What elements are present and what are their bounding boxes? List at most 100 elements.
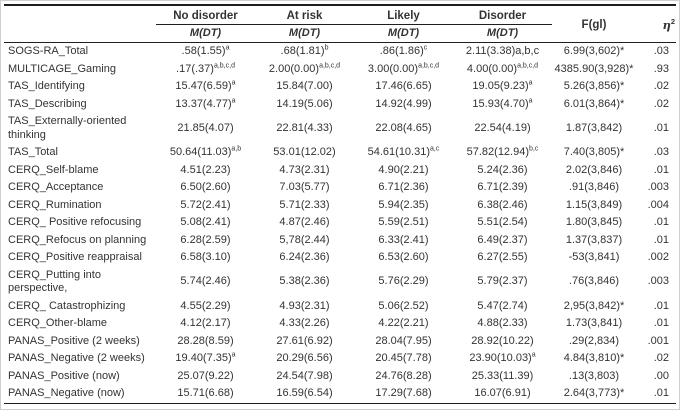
group-mean-cell: 54.61(10.31)a,c	[367, 145, 440, 158]
group-mean-cell: 28.28(8.59)	[177, 334, 234, 347]
group-mean-cell: 20.29(6.56)	[276, 352, 333, 364]
table-row: TAS_Identifying 15.47(6.59)a 15.84(7.00) 17…	[4, 78, 676, 96]
row-label: TAS_Total	[8, 146, 58, 158]
col-header-disorder: Disorder	[453, 5, 552, 25]
group-mean-cell: 23.90(10.03)a	[469, 351, 536, 364]
group-mean-cell: 7.03(5.77)	[279, 181, 330, 193]
table-row: PANAS_Positive (now) 25.07(9.22) 24.54(7.9…	[4, 368, 676, 386]
eta-squared-cell: .001	[647, 334, 669, 347]
group-mean-cell: 4.51(2.23)	[180, 163, 231, 176]
group-mean-cell: 16.59(6.54)	[255, 385, 354, 404]
group-mean-cell: .58(1.55)a	[181, 44, 230, 57]
subheader-m-dt-2: M(DT)	[255, 24, 354, 43]
group-mean-cell: 16.07(6.91)	[453, 385, 552, 404]
row-label: PANAS_Positive (now)	[8, 369, 120, 382]
table-row: CERQ_Self-blame 4.51(2.23) 4.73(2.31) 4.90(…	[4, 162, 676, 180]
table-header: No disorder At risk Likely Disorder F(gl…	[4, 5, 676, 43]
group-mean-cell: 13.37(4.77)a	[175, 96, 236, 110]
col-header-at-risk: At risk	[255, 5, 354, 25]
group-mean-cell: 24.54(7.98)	[276, 369, 333, 382]
eta-squared-cell: .00	[653, 369, 669, 382]
f-statistic-cell: 2,95(3,842)*	[563, 299, 625, 312]
group-mean-cell: 3.00(0.00)a,b,c,d	[367, 61, 440, 75]
group-mean-cell: 15.47(6.59)a	[175, 79, 236, 92]
f-statistic-cell: 1.80(3,845)	[565, 216, 623, 228]
f-statistic-cell: 7.40(3,805)*	[563, 146, 625, 158]
group-mean-cell: 57.82(12.94)b,c	[466, 145, 539, 158]
group-mean-cell: 5.47(2.74)	[477, 299, 528, 312]
group-mean-cell: 5.76(2.29)	[378, 275, 429, 288]
eta-squared-cell: .02	[653, 80, 669, 92]
table-body: SOGS-RA_Total .58(1.55)a .68(1.81)b .86(1.8…	[4, 43, 676, 404]
group-mean-cell: 28.04(7.95)	[375, 334, 432, 347]
empty-header-cell	[4, 5, 156, 25]
group-mean-cell: 15.71(6.68)	[156, 385, 255, 404]
f-statistic-cell: 1.73(3,841)	[565, 317, 623, 329]
row-label: TAS_Externally-oriented thinking	[8, 115, 127, 141]
row-label: CERQ_Putting into perspective,	[8, 268, 101, 295]
group-mean-cell: 4.73(2.31)	[279, 163, 330, 176]
eta-squared-cell: .02	[653, 97, 669, 110]
group-mean-cell: 6.53(2.60)	[378, 251, 429, 263]
table-row: CERQ_Other-blame 4.12(2.17) 4.33(2.26) 4.22…	[4, 315, 676, 333]
row-label: CERQ_Other-blame	[8, 317, 108, 329]
subheader-m-dt-3: M(DT)	[354, 24, 453, 43]
group-mean-cell: 17.46(6.65)	[375, 80, 432, 92]
f-statistic-cell: -53(3,841)	[568, 251, 620, 263]
subheader-row: M(DT) M(DT) M(DT) M(DT)	[4, 24, 676, 43]
row-label: SOGS-RA_Total	[8, 45, 89, 57]
row-label: CERQ_Refocus on planning	[8, 233, 147, 246]
table-row: CERQ_Rumination 5.72(2.41) 5.71(2.33) 5.94(…	[4, 197, 676, 215]
eta-squared-cell: .01	[653, 299, 669, 312]
f-statistic-cell: 6.99(3,602)*	[563, 45, 625, 57]
row-label: PANAS_Negative (now)	[4, 385, 156, 404]
group-mean-cell: 5.72(2.41)	[180, 198, 231, 211]
group-mean-cell: 5.38(2.36)	[279, 275, 330, 288]
table-row: TAS_Externally-oriented thinking 21.85(4.…	[4, 113, 676, 144]
group-mean-cell: 5.79(2.37)	[477, 275, 528, 288]
group-mean-cell: 5.71(2.33)	[279, 198, 330, 211]
group-mean-cell: 6.50(2.60)	[180, 181, 231, 193]
table-row: CERQ_Positive reappraisal 6.58(3.10) 6.24(…	[4, 249, 676, 267]
eta-squared-cell: .01	[653, 317, 669, 329]
row-label: PANAS_Negative (2 weeks)	[8, 352, 145, 364]
table-row: MULTICAGE_Gaming .17(.37)a,b,c,d 2.00(0.00…	[4, 61, 676, 79]
subheader-m-dt-1: M(DT)	[156, 24, 255, 43]
col-header-f-statistic: F(gl)	[552, 5, 636, 43]
col-header-no-disorder: No disorder	[156, 5, 255, 25]
row-label: CERQ_Self-blame	[8, 163, 99, 176]
f-statistic-cell: 4385.90(3,928)*	[554, 62, 634, 75]
group-mean-cell: 5.24(2.36)	[477, 163, 528, 176]
group-mean-cell: 25.07(9.22)	[177, 369, 234, 382]
f-statistic-cell: 1.87(3,842)	[565, 121, 623, 134]
group-mean-cell: .86(1.86)c	[379, 44, 428, 57]
f-statistic-cell: 1.37(3,837)	[565, 233, 623, 246]
group-mean-cell: 21.85(4.07)	[177, 121, 234, 134]
row-label: CERQ_Positive reappraisal	[8, 251, 142, 263]
group-mean-cell: 5.74(2.46)	[180, 275, 231, 288]
group-mean-cell: 6.28(2.59)	[180, 233, 231, 246]
eta-squared-cell: .01	[636, 385, 676, 404]
group-mean-cell: 4.22(2.21)	[378, 317, 429, 329]
subheader-m-dt-4: M(DT)	[453, 24, 552, 43]
col-header-likely: Likely	[354, 5, 453, 25]
eta-squared-cell: .03	[653, 45, 669, 57]
table-row: CERQ_ Positive refocusing 5.08(2.41) 4.87(…	[4, 214, 676, 232]
group-mean-cell: 4.33(2.26)	[279, 317, 330, 329]
eta-squared-cell: .02	[653, 352, 669, 364]
f-statistic-cell: .13(3,803)	[568, 369, 620, 382]
group-mean-cell: 22.81(4.33)	[276, 121, 333, 134]
group-mean-cell: 22.08(4.65)	[375, 121, 432, 134]
group-mean-cell: 19.40(7.35)a	[175, 351, 236, 364]
group-mean-cell: 2.00(0.00)a,b,c,d	[268, 61, 341, 75]
f-statistic-cell: 6.01(3,864)*	[563, 97, 625, 110]
f-statistic-cell: .76(3,846)	[568, 275, 620, 288]
col-header-eta-squared: η2	[636, 5, 676, 43]
eta-squared-cell: .01	[653, 163, 669, 176]
group-mean-cell: 6.33(2.41)	[378, 233, 429, 246]
f-statistic-cell: .91(3,846)	[568, 181, 620, 193]
row-label: PANAS_Positive (2 weeks)	[8, 334, 140, 347]
table-row: CERQ_Refocus on planning 6.28(2.59) 5,78(2…	[4, 232, 676, 250]
eta-squared-cell: .93	[653, 62, 669, 75]
